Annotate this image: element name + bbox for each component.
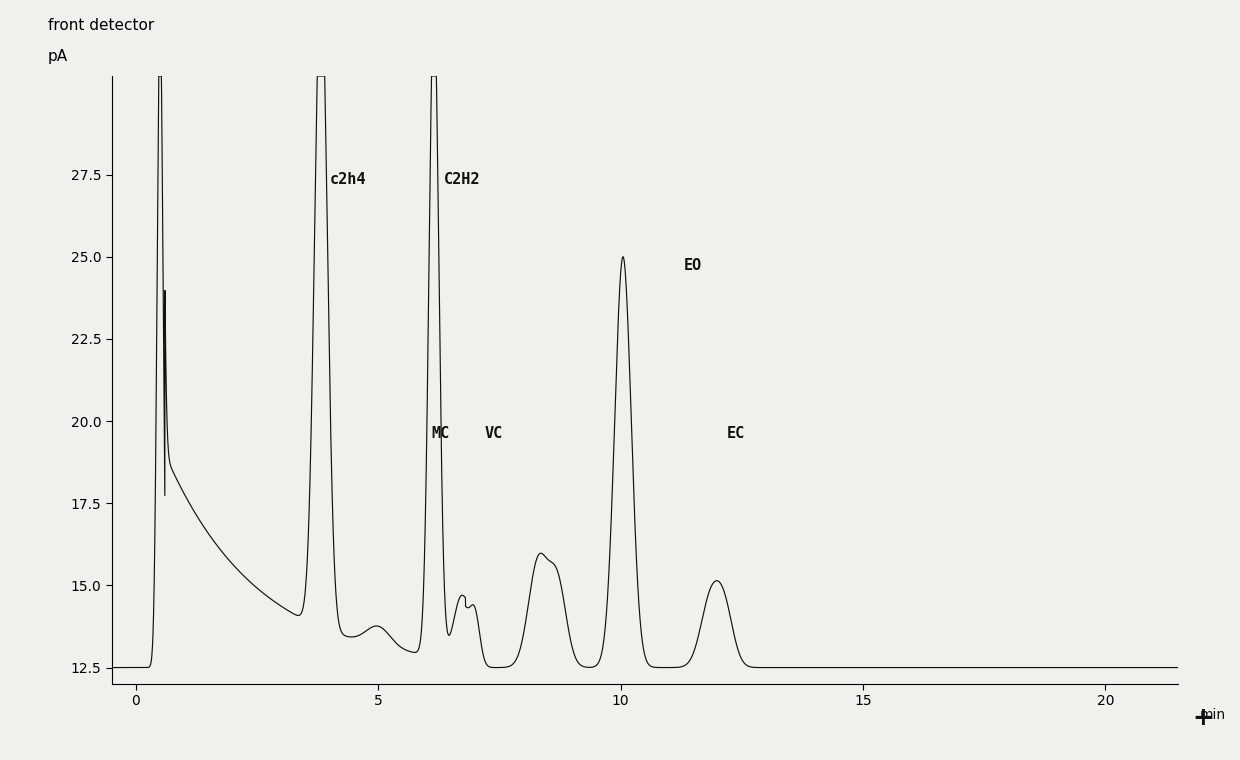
Text: MC: MC xyxy=(432,426,450,441)
Text: pA: pA xyxy=(47,49,68,64)
Text: front detector: front detector xyxy=(47,18,154,33)
Text: EO: EO xyxy=(683,258,702,273)
Text: VC: VC xyxy=(485,426,503,441)
Text: c2h4: c2h4 xyxy=(330,173,366,188)
Text: EC: EC xyxy=(727,426,745,441)
Text: +: + xyxy=(1193,706,1213,730)
Text: C2H2: C2H2 xyxy=(444,173,480,188)
Text: min: min xyxy=(1199,708,1225,722)
